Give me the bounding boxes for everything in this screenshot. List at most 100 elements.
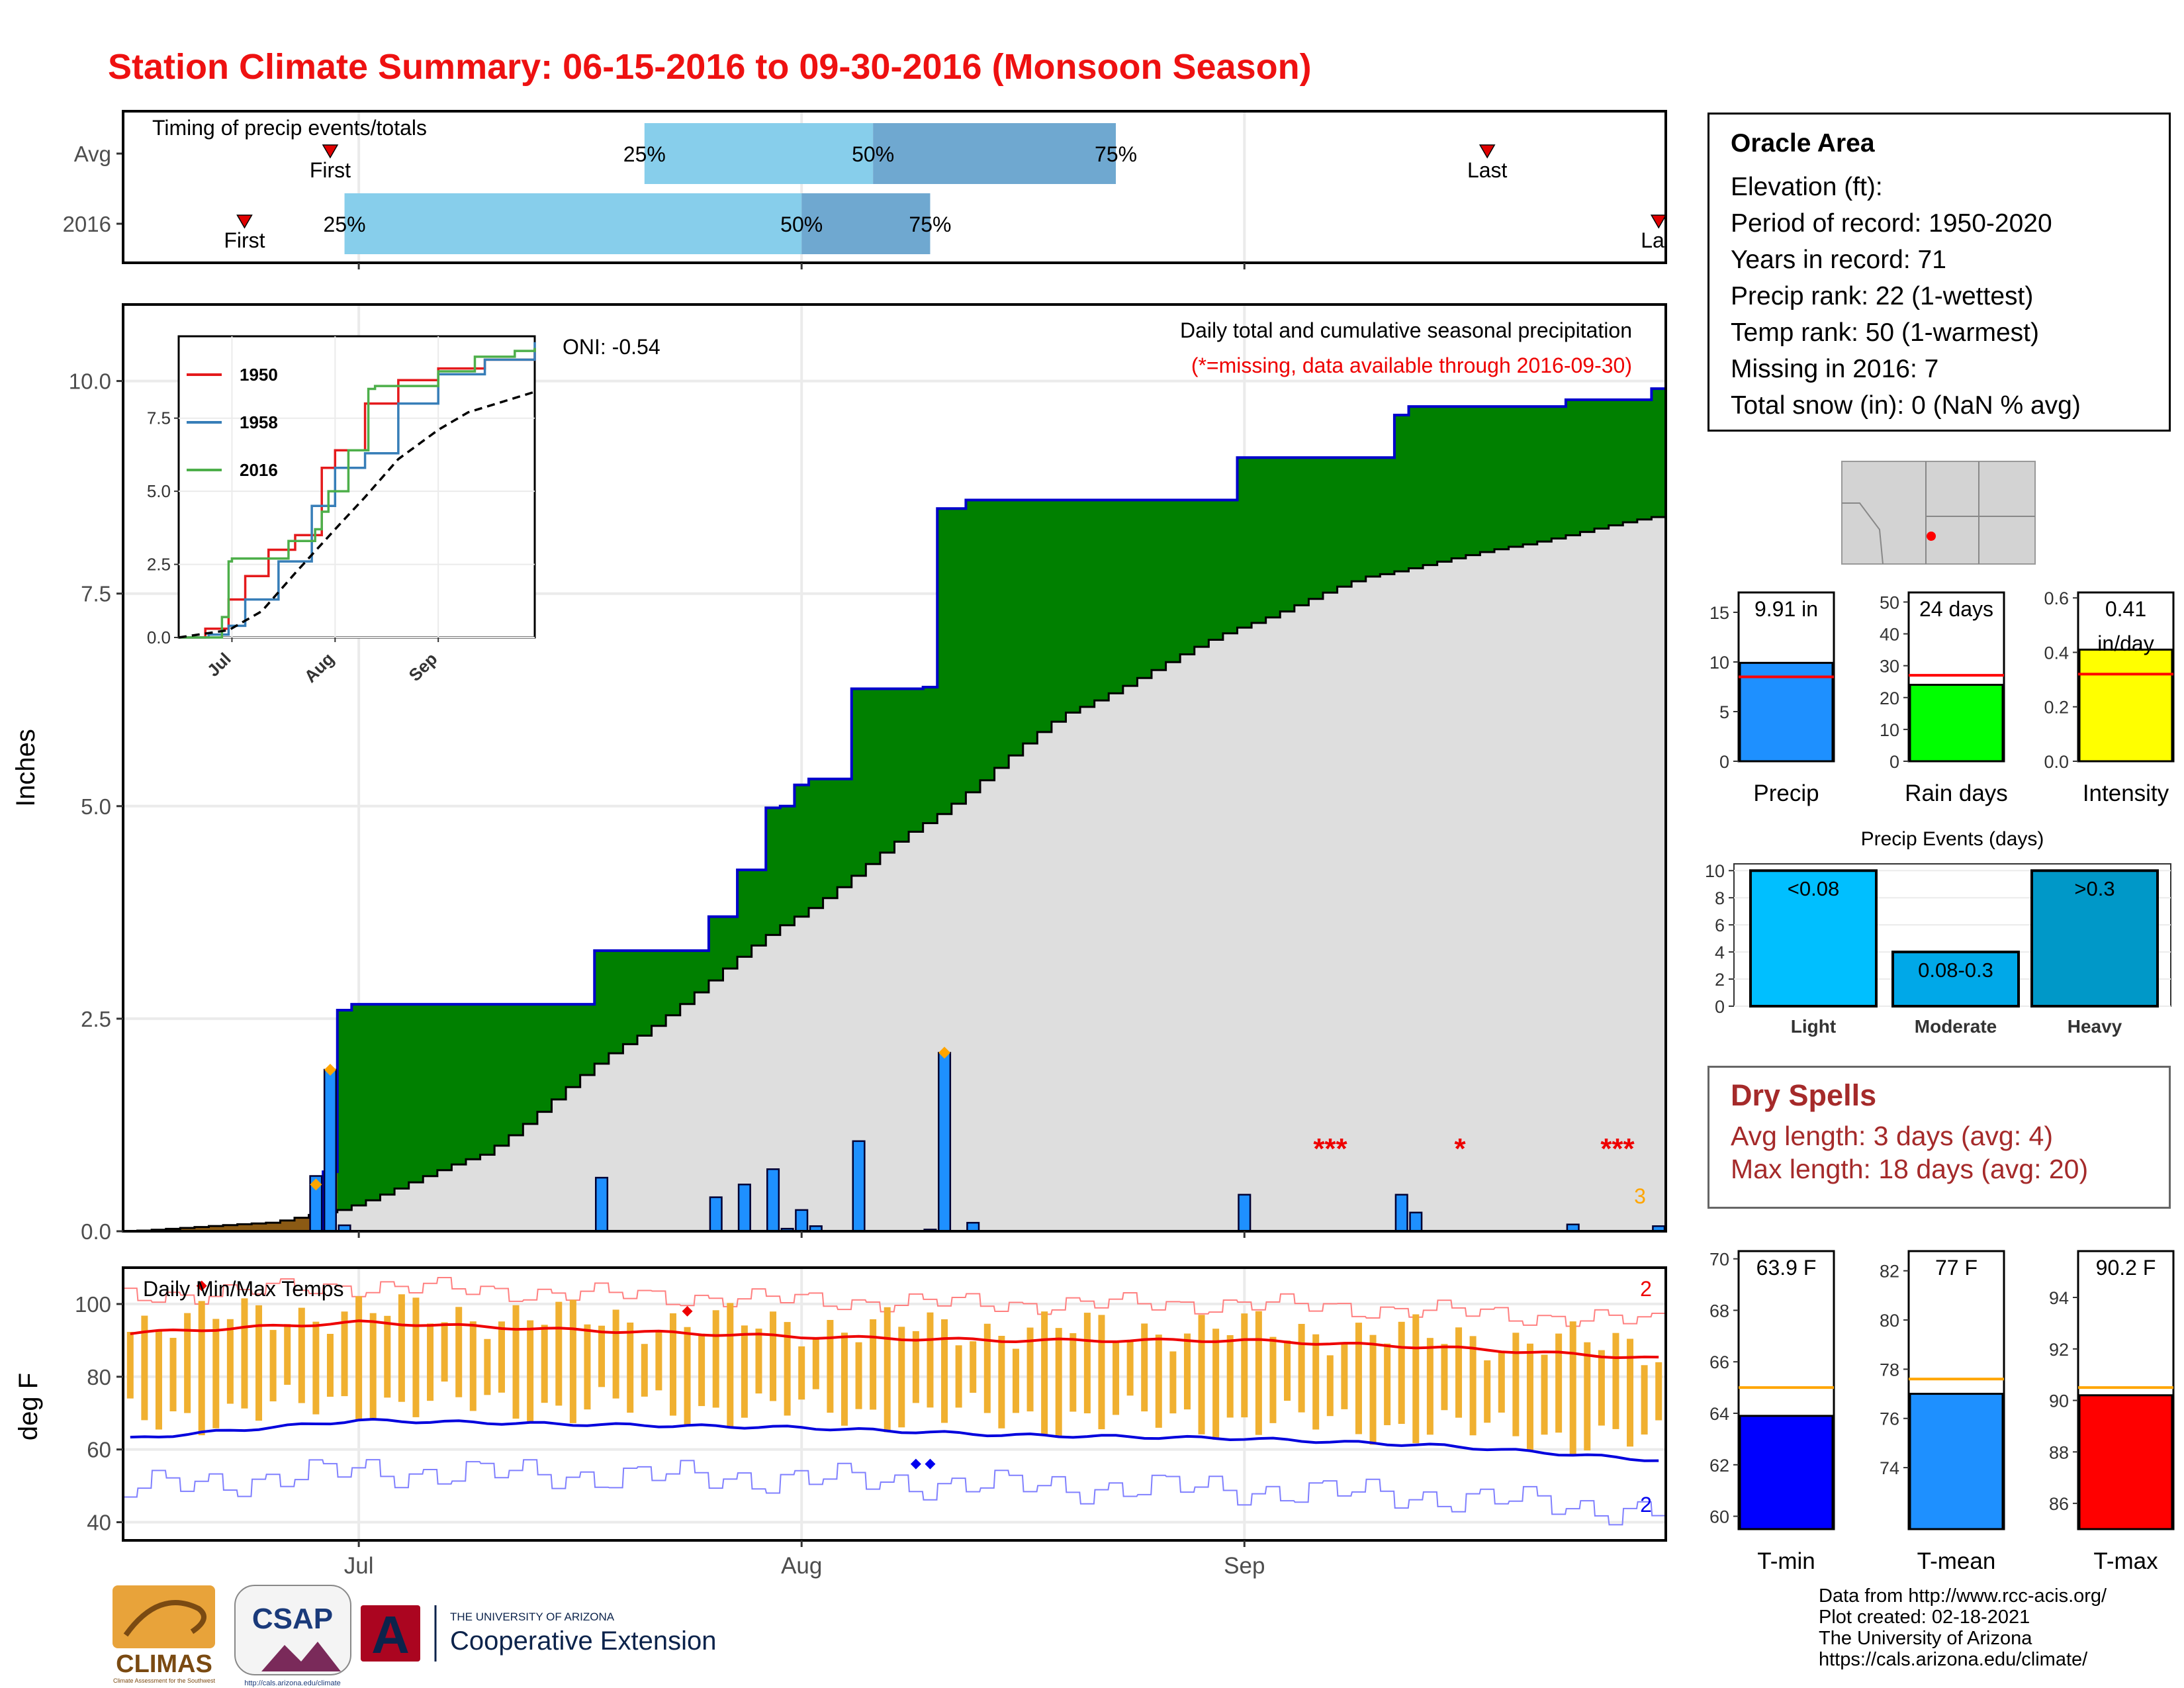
intensity-summary-bar <box>2078 648 2173 763</box>
timing-bar-50-75 <box>873 123 1116 184</box>
cumulative-average-area <box>123 517 1666 1232</box>
timing-last-marker <box>1650 214 1667 229</box>
daily-precip-bar <box>1238 1194 1251 1233</box>
raindays-summary-ytick-label: 10 <box>1880 720 1899 740</box>
climas-logo-text: CLIMAS <box>116 1650 212 1678</box>
precip-ytick-label: 2.5 <box>81 1007 111 1031</box>
timing-row-label: Avg <box>74 142 111 166</box>
intensity-summary-ytick-label: 0.2 <box>2044 698 2069 718</box>
daily-temp-range-bar <box>427 1323 434 1401</box>
tmax-summary-ytick-label: 90 <box>2049 1391 2069 1411</box>
tmean-summary-ytick-label: 80 <box>1880 1311 1899 1331</box>
daily-temp-range-bar <box>1555 1333 1563 1433</box>
daily-temp-range-bar <box>798 1346 805 1400</box>
daily-temp-range-bar <box>484 1338 491 1395</box>
daily-temp-range-bar <box>1012 1348 1019 1413</box>
inset-legend-label: 1958 <box>240 412 278 432</box>
page-title: Station Climate Summary: 06-15-2016 to 0… <box>108 47 1312 87</box>
temps-ytick-label: 100 <box>75 1292 111 1317</box>
tmin-summary-ytick-label: 70 <box>1709 1250 1729 1270</box>
csap-logo-url: http://cals.arizona.edu/climate <box>244 1679 341 1687</box>
daily-precip-bar <box>1394 1194 1408 1233</box>
intensity-summary-ytick-label: 0.6 <box>2044 588 2069 608</box>
tmean-summary-value-label: 77 F <box>1935 1256 1978 1280</box>
daily-temp-range-bar <box>741 1325 748 1418</box>
precip-event-bar <box>1749 869 1878 1008</box>
raindays-summary-ytick-label: 20 <box>1880 688 1899 708</box>
temps-ytick-label: 40 <box>87 1511 111 1535</box>
daily-temp-range-bar <box>384 1315 391 1398</box>
daily-temp-range-bar <box>184 1313 191 1413</box>
temps-xtick-label: Sep <box>1224 1553 1265 1579</box>
daily-temp-range-bar <box>1126 1340 1134 1396</box>
daily-temp-range-bar <box>970 1341 977 1393</box>
tmax-summary-ytick-label: 94 <box>2049 1288 2069 1308</box>
oni-label: ONI: -0.54 <box>563 335 660 359</box>
daily-temp-range-bar <box>927 1312 934 1408</box>
daily-temp-range-bar <box>770 1311 777 1401</box>
temps-min-count: 2 <box>1640 1493 1652 1517</box>
daily-temp-range-bar <box>884 1307 891 1432</box>
daily-precip-bar <box>323 1068 337 1233</box>
cumulative-2016-surplus-area <box>123 389 1666 1231</box>
record-min-marker <box>925 1458 936 1470</box>
station-line-5: Missing in 2016: 7 <box>1731 355 1939 383</box>
intensity-summary-value-label: 0.41 <box>2105 597 2146 621</box>
daily-temp-range-bar <box>412 1297 420 1417</box>
timing-bar-25-50 <box>644 123 874 184</box>
inset-legend-label: 2016 <box>240 460 278 480</box>
daily-temp-range-bar <box>784 1322 791 1416</box>
raindays-summary-name: Rain days <box>1905 780 2008 806</box>
tmean-summary-ytick-label: 74 <box>1880 1458 1899 1478</box>
daily-temp-range-bar <box>1284 1340 1291 1401</box>
intensity-summary-name: Intensity <box>2083 780 2169 806</box>
daily-temp-range-bar <box>827 1319 834 1413</box>
daily-temp-range-bar <box>241 1298 248 1409</box>
station-name: Oracle Area <box>1731 129 1875 158</box>
daily-temp-range-bar <box>655 1331 662 1391</box>
precip-panel-subtitle: (*=missing, data available through 2016-… <box>1191 353 1632 377</box>
tmin-summary-ytick-label: 60 <box>1709 1507 1729 1527</box>
missing-marker-2: * <box>1454 1133 1466 1165</box>
daily-temp-range-bar <box>669 1313 676 1416</box>
daily-temp-range-bar <box>812 1337 819 1389</box>
precip-event-bar <box>1891 951 2020 1008</box>
tmin-summary-ytick-label: 64 <box>1709 1404 1729 1424</box>
inset-ytick-label: 5.0 <box>147 481 171 501</box>
climas-logo-mark <box>113 1585 215 1648</box>
daily-precip-bar <box>737 1184 751 1233</box>
timing-first-marker <box>236 214 253 229</box>
ua-logo-small-text: THE UNIVERSITY OF ARIZONA <box>450 1611 615 1623</box>
inset-ytick-label: 2.5 <box>147 555 171 575</box>
daily-temp-range-bar <box>441 1322 448 1382</box>
csap-logo-mountains <box>261 1642 341 1671</box>
station-line-4: Temp rank: 50 (1-warmest) <box>1731 318 2039 347</box>
daily-temp-range-bar <box>469 1321 477 1411</box>
timing-label-75: 75% <box>909 212 951 236</box>
intensity-summary-ytick-label: 0.0 <box>2044 752 2069 772</box>
csap-logo-text: CSAP <box>252 1603 333 1635</box>
daily-temp-range-bar <box>1198 1315 1205 1434</box>
record-min-marker <box>910 1458 921 1470</box>
tmean-summary-bar <box>1909 1393 2004 1530</box>
daily-temp-range-bar <box>1298 1323 1305 1413</box>
daily-temp-range-bar <box>712 1310 719 1408</box>
inset-legend-label: 1950 <box>240 365 278 385</box>
timing-bar-25-50 <box>344 193 802 254</box>
daily-precip-bar <box>1409 1211 1423 1233</box>
daily-temp-range-bar <box>555 1301 563 1406</box>
daily-temp-range-bar <box>898 1327 905 1428</box>
daily-temp-range-bar <box>269 1330 277 1401</box>
raindays-summary-value-label: 24 days <box>1919 597 1993 621</box>
daily-temp-range-bar <box>1455 1327 1463 1418</box>
daily-temp-range-bar <box>1312 1334 1320 1430</box>
daily-temp-range-bar <box>512 1305 520 1419</box>
ua-logo-block <box>361 1605 420 1662</box>
daily-temp-range-bar <box>1212 1329 1220 1440</box>
daily-temp-range-bar <box>1341 1342 1348 1409</box>
raindays-summary-bar <box>1909 684 2004 763</box>
